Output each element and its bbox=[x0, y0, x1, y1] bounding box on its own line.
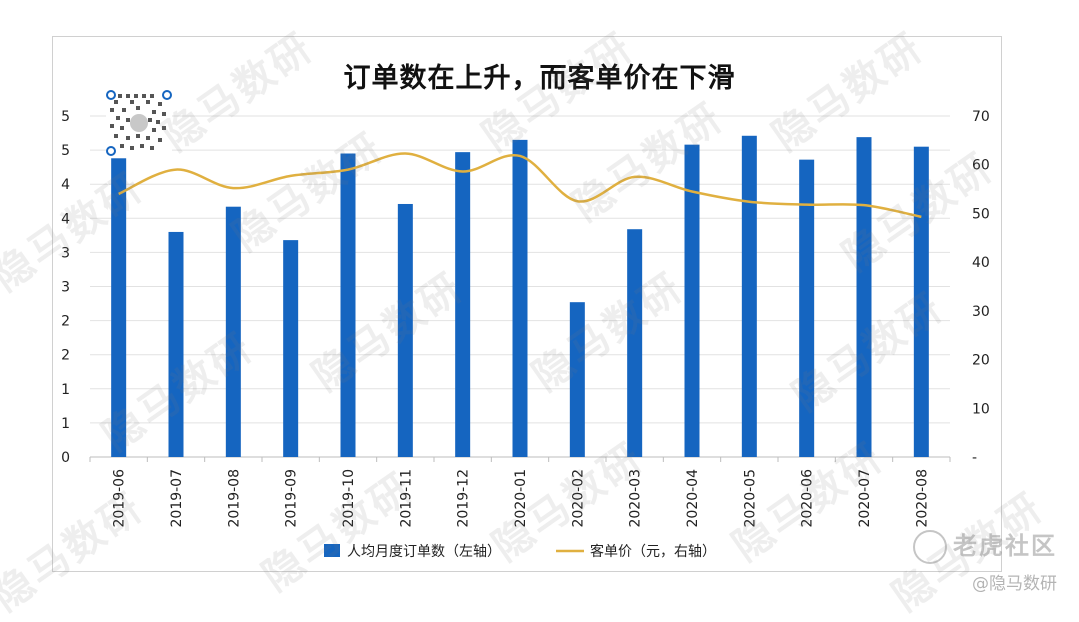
corner-handle: @隐马数研 bbox=[972, 574, 1057, 594]
legend-label-bar: 人均月度订单数（左轴） bbox=[347, 544, 501, 560]
right-tick-label: - bbox=[972, 450, 977, 466]
bar bbox=[856, 137, 872, 457]
bar bbox=[512, 139, 528, 457]
price-line bbox=[118, 152, 922, 219]
bar bbox=[913, 146, 929, 457]
x-tick-label: 2020-05 bbox=[742, 469, 758, 528]
x-tick-label: 2019-07 bbox=[169, 469, 185, 528]
right-tick-label: 50 bbox=[972, 206, 990, 222]
corner-logo: 老虎社区 bbox=[913, 526, 1057, 564]
right-tick-label: 70 bbox=[972, 109, 990, 125]
left-tick-label: 4 bbox=[61, 177, 70, 193]
left-tick-label: 2 bbox=[61, 314, 70, 330]
left-tick-label: 4 bbox=[61, 211, 70, 227]
bar bbox=[340, 153, 356, 457]
right-tick-label: 30 bbox=[972, 304, 990, 320]
bar bbox=[455, 152, 471, 457]
x-tick-label: 2020-08 bbox=[914, 469, 930, 528]
right-tick-label: 20 bbox=[972, 353, 990, 369]
left-tick-label: 5 bbox=[61, 143, 70, 159]
x-tick-label: 2020-02 bbox=[570, 469, 586, 528]
bar bbox=[741, 135, 757, 457]
bar bbox=[799, 159, 815, 457]
x-tick-label: 2019-06 bbox=[112, 469, 128, 528]
bar bbox=[283, 240, 299, 457]
bar bbox=[111, 158, 127, 457]
qr-code-icon bbox=[106, 90, 172, 156]
right-tick-label: 40 bbox=[972, 255, 990, 271]
x-tick-label: 2020-03 bbox=[628, 469, 644, 528]
left-tick-label: 2 bbox=[61, 348, 70, 364]
left-tick-label: 3 bbox=[61, 245, 70, 261]
bar bbox=[627, 229, 643, 457]
chart-title: 订单数在上升，而客单价在下滑 bbox=[343, 63, 736, 94]
chart-svg: 0 1 1 2 2 3 3 4 4 5 5 - 10 20 30 40 50 60 70 2019-06 2019-07… bbox=[61, 109, 990, 560]
x-tick-label: 2019-08 bbox=[226, 469, 242, 528]
x-tick-label: 2020-04 bbox=[685, 469, 701, 528]
x-tick-label: 2019-12 bbox=[456, 469, 472, 528]
left-tick-label: 0 bbox=[61, 450, 70, 466]
right-tick-label: 10 bbox=[972, 401, 990, 417]
left-tick-label: 1 bbox=[61, 382, 70, 398]
x-tick-label: 2020-01 bbox=[513, 469, 529, 528]
bar bbox=[684, 144, 700, 458]
bar bbox=[168, 231, 184, 457]
left-tick-label: 1 bbox=[61, 416, 70, 432]
bar bbox=[569, 302, 585, 457]
bar bbox=[225, 206, 241, 457]
left-tick-label: 5 bbox=[61, 109, 70, 125]
legend-label-line: 客单价（元，右轴） bbox=[590, 543, 716, 560]
left-tick-label: 3 bbox=[61, 280, 70, 296]
x-tick-label: 2019-10 bbox=[341, 469, 357, 528]
bar bbox=[397, 203, 413, 457]
x-tick-label: 2019-11 bbox=[398, 469, 414, 528]
x-tick-label: 2019-09 bbox=[284, 469, 300, 528]
x-tick-label: 2020-07 bbox=[857, 469, 873, 528]
x-tick-label: 2020-06 bbox=[800, 469, 816, 528]
legend-swatch-bar bbox=[324, 544, 340, 557]
right-tick-label: 60 bbox=[972, 158, 990, 174]
